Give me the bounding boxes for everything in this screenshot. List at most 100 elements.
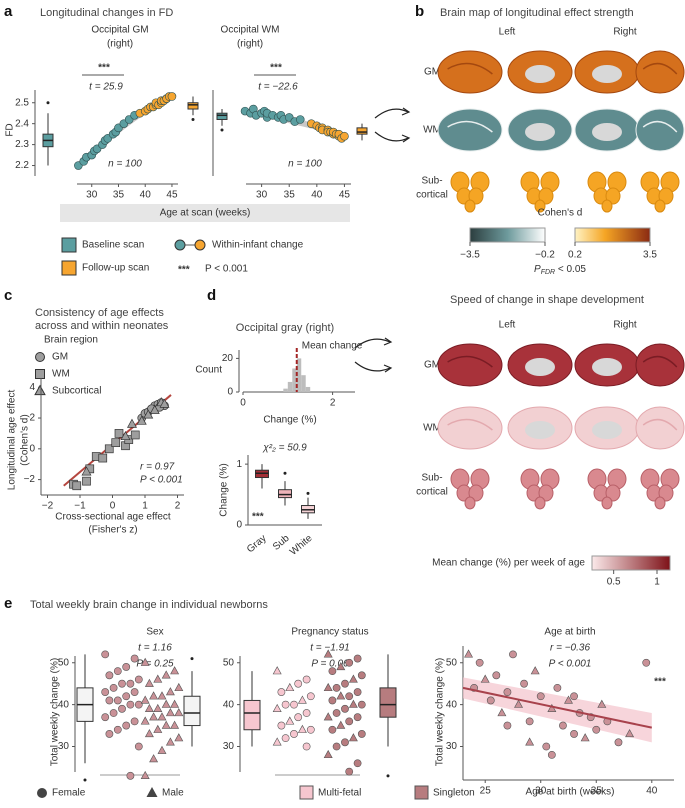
row-label: cortical <box>416 190 448 201</box>
subcortical <box>538 484 554 502</box>
panel-label: d <box>207 287 216 304</box>
point <box>130 688 139 696</box>
point <box>497 708 507 717</box>
point <box>294 679 303 688</box>
legend-label: Follow-up scan <box>82 263 149 274</box>
point <box>140 770 150 779</box>
x-tick-label: −2 <box>42 501 54 512</box>
point <box>130 430 140 440</box>
axis-label: Age at birth (weeks) <box>526 787 615 798</box>
point <box>105 696 114 705</box>
legend-label: Male <box>162 788 184 799</box>
point <box>503 721 512 730</box>
subplot-title: Pregnancy status <box>291 627 368 638</box>
legend-marker <box>35 352 45 362</box>
outlier <box>220 128 224 132</box>
brain-sulcus <box>447 120 493 133</box>
bar <box>287 381 293 392</box>
bar <box>301 375 306 392</box>
point <box>492 671 501 680</box>
y-tick-label: 50 <box>58 657 70 668</box>
bar <box>305 386 311 392</box>
brain-sulcus <box>447 355 493 368</box>
point <box>157 745 167 754</box>
point <box>357 700 366 709</box>
point <box>144 728 154 738</box>
point <box>336 720 346 729</box>
point <box>547 703 557 712</box>
x-tick-label: 25 <box>480 786 492 797</box>
point <box>144 678 154 687</box>
brain-medial <box>525 123 555 141</box>
point <box>122 721 131 730</box>
significance: *** <box>252 512 264 523</box>
legend-marker <box>35 369 45 379</box>
point <box>126 771 135 780</box>
point <box>525 717 534 726</box>
point <box>332 709 341 717</box>
point <box>302 675 311 684</box>
point <box>323 712 333 721</box>
axis-label: Cross-sectional age effect <box>55 512 171 523</box>
point <box>295 115 305 124</box>
legend-label: Within-infant change <box>212 240 304 251</box>
point <box>126 679 135 688</box>
point <box>323 682 333 692</box>
point <box>281 734 290 743</box>
point <box>159 398 170 408</box>
point <box>328 667 337 676</box>
point <box>297 695 307 704</box>
axis-label: (Cohen's d) <box>20 414 31 465</box>
point <box>111 438 121 448</box>
point <box>353 654 362 663</box>
point <box>570 692 578 701</box>
point <box>340 131 349 141</box>
point <box>341 679 349 688</box>
colorbar-tick-label: −3.5 <box>460 250 480 261</box>
brain-medial <box>525 421 555 439</box>
point <box>336 691 346 700</box>
legend-label: Female <box>52 788 86 799</box>
axis-label: Longitudinal age effect <box>7 390 18 491</box>
point <box>570 730 578 738</box>
point <box>144 703 154 712</box>
x-tick-label: 30 <box>86 190 98 201</box>
axis-label: Age at scan (weeks) <box>160 208 251 219</box>
x-tick-label: 2 <box>330 398 336 409</box>
x-tick-label: Gray <box>245 533 269 555</box>
subcortical <box>605 187 621 205</box>
point <box>153 724 163 733</box>
y-tick-label: 40 <box>58 699 70 710</box>
point <box>553 683 562 692</box>
point <box>114 429 124 438</box>
legend-label: GM <box>52 352 68 363</box>
point <box>475 658 484 667</box>
subplot-title: Consistency of age effects <box>35 307 164 319</box>
annotation: t = −1.91 <box>310 643 349 654</box>
x-tick-label: 40 <box>311 190 323 201</box>
note-symbol: P <box>534 264 541 275</box>
point <box>149 691 159 700</box>
point <box>153 674 163 683</box>
row-label: cortical <box>416 487 448 498</box>
box <box>278 489 292 499</box>
legend-label: P < 0.001 <box>205 264 248 275</box>
x-tick-label: 45 <box>166 190 178 201</box>
annotation: P = 0.25 <box>136 659 174 670</box>
x-tick-label: 45 <box>339 190 351 201</box>
box <box>356 127 368 135</box>
point <box>564 695 573 704</box>
x-tick-label: −1 <box>74 501 86 512</box>
point <box>332 683 341 692</box>
point <box>109 683 118 692</box>
column-label: Right <box>613 27 637 38</box>
n-label: n = 100 <box>288 159 322 170</box>
annotation: Mean change <box>302 341 363 352</box>
n-label: n = 100 <box>108 159 142 170</box>
point <box>357 671 366 680</box>
y-tick-label: 40 <box>223 699 235 710</box>
subcortical <box>534 496 546 510</box>
point <box>161 720 171 729</box>
point <box>503 688 512 696</box>
